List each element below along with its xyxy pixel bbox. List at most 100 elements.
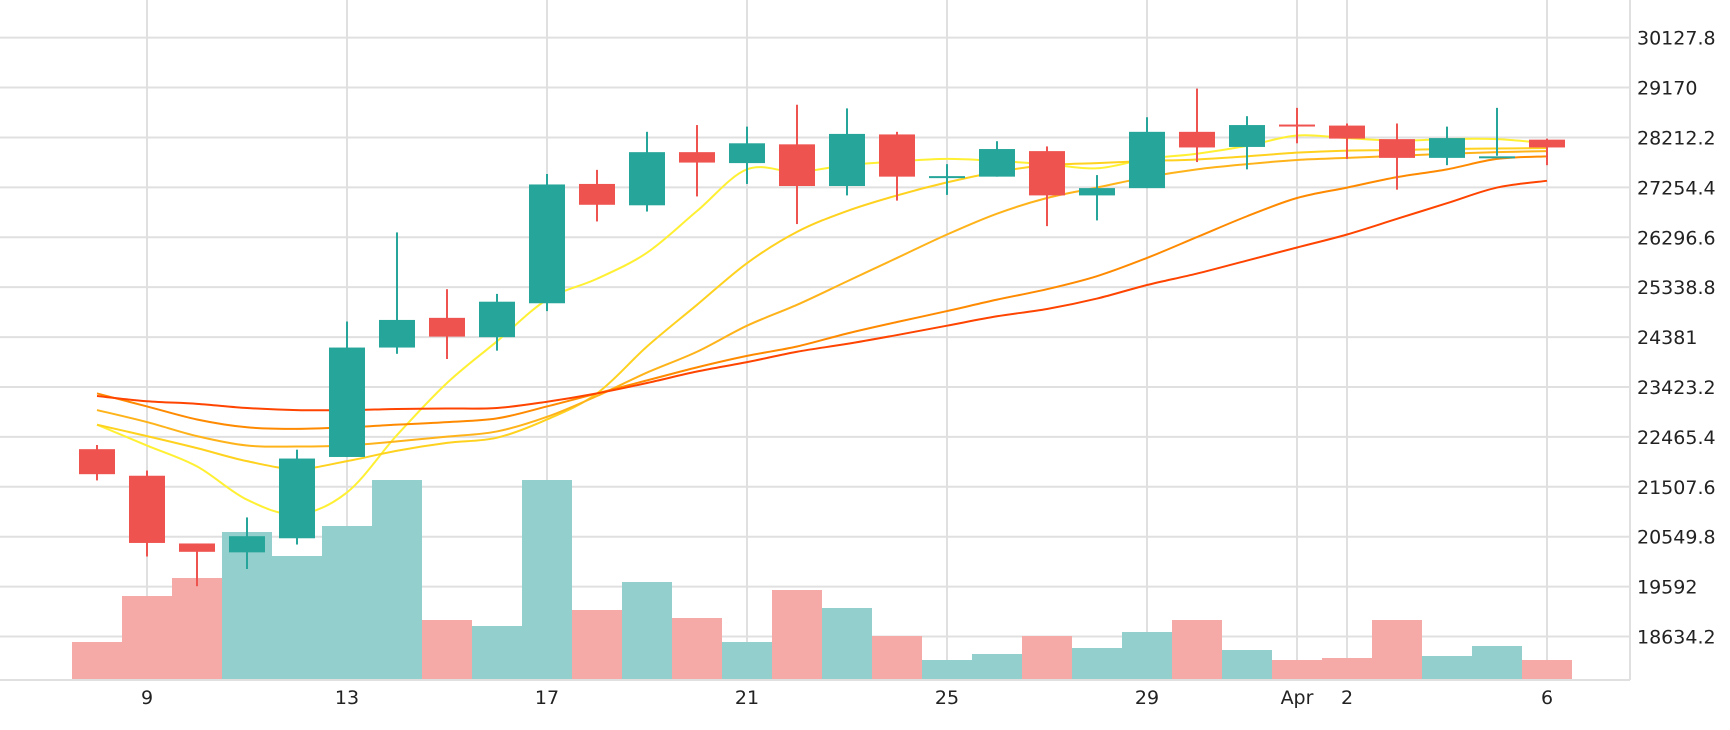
volume-bar <box>872 636 922 680</box>
moving-average-lines <box>96 134 1548 516</box>
x-tick-label: 17 <box>535 687 559 709</box>
candle-body <box>129 475 165 543</box>
volume-bar <box>722 642 772 680</box>
moving-average-line <box>96 150 1548 448</box>
candle-body <box>929 176 965 179</box>
volume-bar <box>972 654 1022 680</box>
candle-body <box>1379 139 1415 158</box>
y-tick-label: 19592 <box>1637 577 1697 599</box>
candle-body <box>879 134 915 177</box>
y-tick-label: 21507.6 <box>1637 477 1716 499</box>
candle <box>1229 116 1265 170</box>
volume-bar <box>572 610 622 680</box>
volume-bar <box>672 618 722 680</box>
volume-bar <box>322 526 372 680</box>
volume-bar <box>1072 648 1122 680</box>
candle <box>1129 117 1165 189</box>
candle <box>129 470 165 557</box>
volume-bar <box>172 578 222 680</box>
candle <box>1279 107 1315 144</box>
volume-bar <box>72 642 122 680</box>
candle <box>929 164 965 195</box>
candle-body <box>229 536 265 553</box>
candle <box>1079 175 1115 221</box>
candle <box>1429 126 1465 166</box>
volume-bar <box>1522 660 1572 680</box>
candle <box>379 232 415 354</box>
candle <box>179 543 215 587</box>
candle <box>279 449 315 545</box>
candle <box>579 169 615 222</box>
volume-bar <box>1022 636 1072 680</box>
axes: 18634.2 19592 20549.8 21507.6 22465.4 23423.2… <box>0 0 1716 709</box>
candle-body <box>629 152 665 206</box>
candle <box>629 131 665 212</box>
volume-bar <box>1372 620 1422 680</box>
volume-bar <box>422 620 472 680</box>
y-tick-label: 23423.2 <box>1637 377 1716 399</box>
candle-body <box>279 458 315 539</box>
candle <box>329 321 365 457</box>
candle-body <box>579 183 615 205</box>
y-tick-label: 22465.4 <box>1637 427 1716 449</box>
x-tick-label: 25 <box>935 687 959 709</box>
candle <box>429 289 465 360</box>
volume-bar <box>1272 660 1322 680</box>
x-tick-label: 21 <box>735 687 759 709</box>
candle <box>79 444 115 481</box>
volume-bar <box>522 480 572 680</box>
volume-bar <box>272 556 322 680</box>
candle-body <box>1279 124 1315 127</box>
x-tick-label: 13 <box>335 687 359 709</box>
y-tick-label: 29170 <box>1637 78 1697 100</box>
candle-body <box>79 449 115 475</box>
candle-body <box>1479 156 1515 159</box>
candlesticks <box>79 88 1565 587</box>
candle-body <box>1029 151 1065 196</box>
grid-lines <box>0 0 1630 680</box>
candle-body <box>1529 139 1565 148</box>
candle <box>829 108 865 196</box>
candle-body <box>829 133 865 187</box>
candle-body <box>379 319 415 348</box>
moving-average-line <box>96 179 1548 412</box>
y-tick-label: 20549.8 <box>1637 527 1716 549</box>
candle-body <box>179 543 215 552</box>
candle-body <box>979 149 1015 177</box>
volume-bar <box>622 582 672 680</box>
volume-bar <box>372 480 422 680</box>
volume-bar <box>922 660 972 680</box>
x-tick-label: 2 <box>1341 687 1353 709</box>
moving-average-line <box>96 146 1548 470</box>
candle-body <box>1079 188 1115 196</box>
candle-body <box>1229 125 1265 147</box>
volume-bar <box>1222 650 1272 680</box>
candle-body <box>729 143 765 164</box>
candle-body <box>1429 138 1465 158</box>
y-tick-label: 28212.2 <box>1637 127 1716 149</box>
y-tick-label: 30127.8 <box>1637 28 1716 50</box>
candle-body <box>429 317 465 337</box>
y-tick-label: 27254.4 <box>1637 177 1716 199</box>
volume-bar <box>822 608 872 680</box>
x-tick-label: Apr <box>1281 687 1314 709</box>
volume-bars <box>72 480 1572 680</box>
x-tick-label: 6 <box>1541 687 1553 709</box>
candle <box>1379 123 1415 190</box>
candle-body <box>1129 131 1165 189</box>
candle <box>1329 123 1365 159</box>
x-tick-label: 29 <box>1135 687 1159 709</box>
candle-body <box>679 152 715 163</box>
volume-bar <box>1322 658 1372 680</box>
candle <box>1179 88 1215 163</box>
candle <box>1479 107 1515 159</box>
candle <box>229 517 265 570</box>
y-tick-label: 26296.6 <box>1637 227 1716 249</box>
candle <box>779 104 815 225</box>
volume-bar <box>122 596 172 680</box>
y-tick-label: 24381 <box>1637 327 1697 349</box>
candle <box>479 293 515 351</box>
moving-average-line <box>96 134 1548 516</box>
candle <box>729 126 765 184</box>
